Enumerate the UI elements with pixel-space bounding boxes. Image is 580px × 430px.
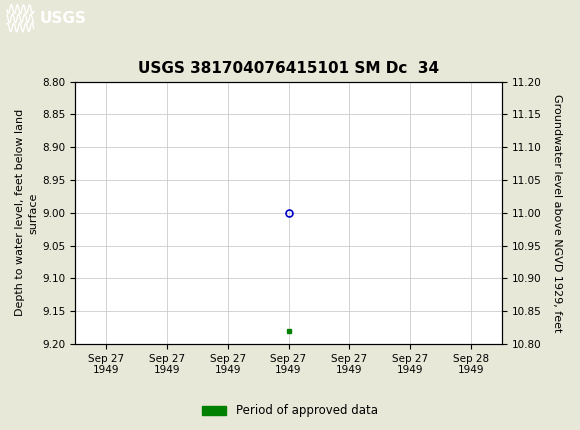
Y-axis label: Groundwater level above NGVD 1929, feet: Groundwater level above NGVD 1929, feet — [552, 94, 563, 332]
Title: USGS 381704076415101 SM Dc  34: USGS 381704076415101 SM Dc 34 — [138, 61, 439, 77]
Y-axis label: Depth to water level, feet below land
surface: Depth to water level, feet below land su… — [15, 109, 38, 316]
Legend: Period of approved data: Period of approved data — [198, 399, 382, 422]
Text: USGS: USGS — [39, 11, 86, 26]
